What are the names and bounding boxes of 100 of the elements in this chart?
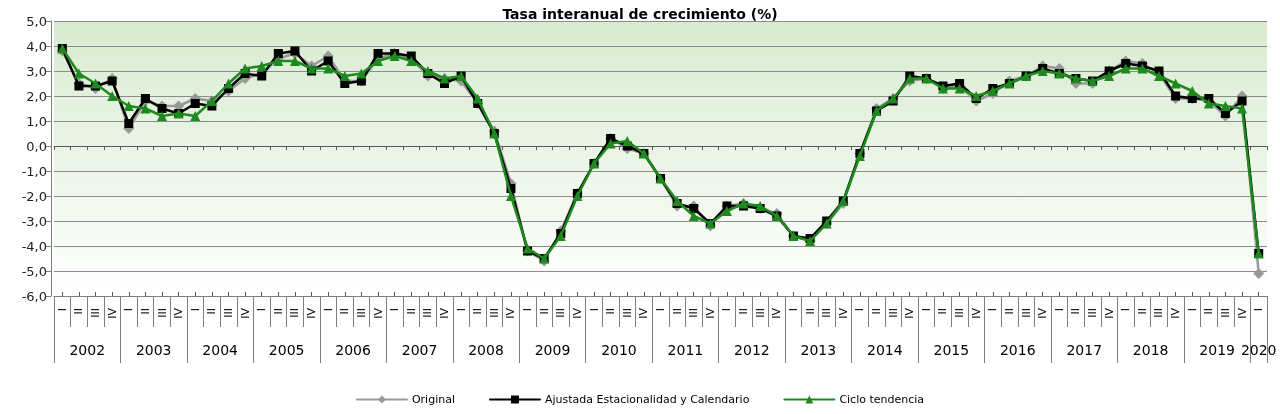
x2-tick-label: 2018	[1132, 342, 1169, 358]
x-tick-label: I	[853, 308, 867, 312]
x-tick-label: II	[338, 308, 352, 315]
x-tick-label: I	[521, 308, 535, 312]
x2-tick-label: 2004	[202, 342, 239, 358]
x-tick-label: II	[737, 308, 751, 315]
x-tick-label: I	[255, 308, 269, 312]
x-tick-label: I	[388, 308, 402, 312]
x2-tick-label: 2010	[601, 342, 637, 358]
x-tick-label: III	[1218, 308, 1232, 318]
x-tick-label: IV	[1169, 307, 1183, 319]
x-tick-label: III	[554, 308, 568, 318]
x-tick-label: II	[670, 308, 684, 315]
x-tick-label: IV	[238, 307, 252, 319]
x-tick-label: I	[188, 308, 202, 312]
y-tick-label: 2,0	[26, 88, 47, 104]
x2-tick-label: 2015	[933, 342, 970, 358]
x-tick-label: II	[271, 308, 285, 315]
x2-tick-label: 2016	[999, 342, 1036, 358]
x-tick-label: I	[919, 308, 933, 312]
x-tick-label: III	[687, 308, 701, 318]
x-tick-label: IV	[305, 307, 319, 319]
x-tick-label: II	[404, 308, 418, 315]
y-tick-label: -2,0	[21, 188, 47, 204]
x-tick-label: III	[421, 308, 435, 318]
y-tick-label: -3,0	[21, 213, 47, 229]
x-tick-label: IV	[1102, 307, 1116, 319]
x-tick-label: II	[870, 308, 884, 315]
y-tick-label: 0,0	[26, 138, 47, 154]
y-tick-label: -1,0	[21, 163, 47, 179]
x-tick-label: IV	[903, 307, 917, 319]
y-tick-label: 4,0	[26, 38, 47, 54]
x-tick-label: I	[454, 308, 468, 312]
x-tick-label: II	[471, 308, 485, 315]
legend-label: Ajustada Estacionalidad y Calendario	[544, 393, 750, 406]
x2-tick-label: 2003	[135, 342, 172, 358]
x-tick-label: II	[1135, 308, 1149, 315]
x-tick-label: III	[487, 308, 501, 318]
x-tick-label: I	[55, 308, 69, 312]
x-tick-label: I	[786, 308, 800, 312]
x-tick-label: III	[953, 308, 967, 318]
x-tick-label: II	[537, 308, 551, 315]
x-tick-label: III	[221, 308, 235, 318]
x-tick-label: IV	[105, 307, 119, 319]
x-tick-label: III	[753, 308, 767, 318]
x-tick-label: III	[89, 308, 103, 318]
x-tick-label: IV	[437, 307, 451, 319]
chart-title: Tasa interanual de crecimiento (%)	[502, 6, 778, 22]
x-tick-label: II	[72, 308, 86, 315]
x-tick-label: IV	[504, 307, 518, 319]
x-tick-label: II	[1202, 308, 1216, 315]
x2-tick-label: 2012	[734, 342, 770, 358]
x-tick-label: III	[288, 308, 302, 318]
x-tick-label: III	[1152, 308, 1166, 318]
x-tick-label: I	[986, 308, 1000, 312]
x-tick-label: II	[936, 308, 950, 315]
x2-tick-label: 2008	[468, 342, 504, 358]
x-tick-label: I	[1052, 308, 1066, 312]
x2-tick-label: 2011	[667, 342, 704, 358]
y-tick-label: 3,0	[26, 63, 47, 79]
x-tick-label: II	[1002, 308, 1016, 315]
x-tick-label: II	[604, 308, 618, 315]
legend-label: Ciclo tendencia	[839, 393, 925, 406]
x2-tick-label: 2013	[800, 342, 837, 358]
x-tick-label: II	[205, 308, 219, 315]
x2-tick-label: 2014	[867, 342, 903, 358]
x-tick-label: I	[122, 308, 136, 312]
x-tick-label: III	[1086, 308, 1100, 318]
x-tick-label: I	[720, 308, 734, 312]
x-tick-label: IV	[836, 307, 850, 319]
y-tick-label: -4,0	[21, 238, 47, 254]
x-tick-label: IV	[703, 307, 717, 319]
x-tick-label: I	[321, 308, 335, 312]
legend-label: Original	[411, 393, 455, 406]
x-tick-label: III	[155, 308, 169, 318]
y-tick-label: -5,0	[21, 263, 47, 279]
x-tick-label: I	[1185, 308, 1199, 312]
x-tick-label: II	[803, 308, 817, 315]
y-tick-label: 5,0	[26, 13, 47, 29]
x-tick-label: III	[820, 308, 834, 318]
x-tick-label: I	[1252, 308, 1266, 312]
x-tick-label: IV	[637, 307, 651, 319]
x2-tick-label: 2005	[268, 342, 305, 358]
x2-tick-label: 2017	[1066, 342, 1103, 358]
x-tick-label: III	[1019, 308, 1033, 318]
x-tick-label: I	[654, 308, 667, 312]
x-tick-label: IV	[969, 307, 983, 319]
x-tick-label: I	[1119, 308, 1133, 312]
x-tick-label: IV	[172, 307, 186, 319]
x2-tick-label: 2019	[1199, 342, 1235, 358]
x-tick-label: IV	[371, 307, 385, 319]
x2-tick-label: 2006	[335, 342, 371, 358]
x-tick-label: IV	[770, 307, 784, 319]
x-tick-label: IV	[570, 307, 584, 319]
x-tick-label: III	[354, 308, 368, 318]
x2-tick-label: 2020	[1240, 342, 1277, 358]
x-tick-label: II	[1069, 308, 1083, 315]
x-tick-label: III	[620, 308, 634, 318]
x-tick-label: I	[587, 308, 601, 312]
y-tick-label: -6,0	[21, 288, 47, 304]
